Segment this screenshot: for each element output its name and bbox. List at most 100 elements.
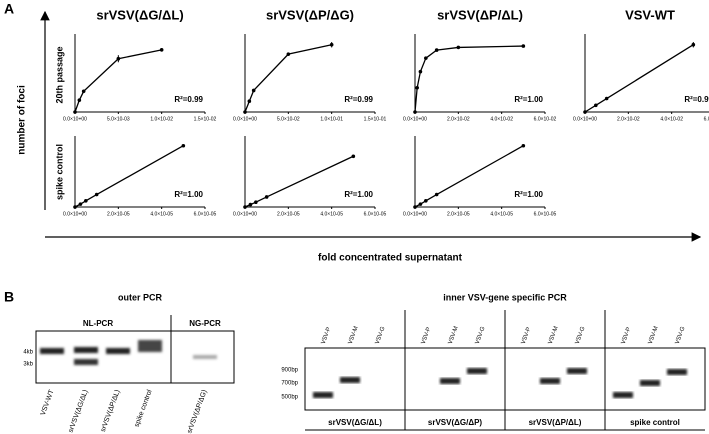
- gel-band: [106, 348, 130, 354]
- gel-band: [74, 347, 98, 353]
- gel-band: [567, 368, 587, 374]
- x-tick-label: 0.0×10+00: [63, 116, 87, 122]
- lane-label: VSV-G: [375, 326, 387, 346]
- marker-label: 500bp: [281, 395, 298, 401]
- point: [159, 48, 164, 52]
- lane-label: VSV-M: [448, 326, 460, 346]
- point: [264, 195, 269, 199]
- x-tick-label: 1.0×10-01: [320, 116, 343, 122]
- x-tick-label: 0.0×10+00: [403, 116, 427, 122]
- x-tick-label: 2.0×10-05: [107, 211, 130, 217]
- x-tick-label: 1.0×10-02: [150, 116, 173, 122]
- point: [351, 154, 356, 159]
- gel-band: [467, 368, 487, 374]
- point: [77, 98, 82, 102]
- annotation: R²=1.00: [174, 190, 203, 199]
- lane-label: VSV-P: [321, 327, 333, 346]
- point: [415, 85, 419, 90]
- x-tick-label: 4.0×10-02: [660, 116, 683, 122]
- point: [254, 200, 258, 205]
- marker-label: 900bp: [281, 368, 298, 374]
- gel-group: srVSV(ΔG/ΔP): [428, 418, 483, 427]
- point: [456, 45, 461, 50]
- x-tick-label: 2.0×10-02: [447, 116, 470, 122]
- point: [84, 198, 88, 203]
- x-tick-label: 1.5×10-02: [194, 116, 217, 122]
- marker-label: 700bp: [281, 381, 298, 387]
- lane-label: spike control: [134, 389, 154, 429]
- x-tick-label: 4.0×10-05: [490, 211, 513, 217]
- annotation: R²=0.99: [174, 95, 203, 104]
- x-tick-label: 1.5×10-01: [364, 116, 387, 122]
- gel-group: srVSV(ΔP/ΔL): [529, 418, 582, 427]
- x-tick-label: 0.0×10+00: [233, 116, 257, 122]
- gel-group: srVSV(ΔG/ΔL): [328, 418, 382, 427]
- lane-label: VSV-M: [348, 326, 360, 346]
- gel-group: NG-PCR: [189, 319, 221, 328]
- lane-label: srVSV(ΔG/ΔL): [68, 389, 90, 434]
- curve: [414, 145, 524, 208]
- point: [594, 103, 598, 108]
- x-tick-label: 6.0×10-05: [534, 211, 557, 217]
- x-tick-label: 6.0×10-05: [364, 211, 387, 217]
- x-tick-label: 0.0×10+00: [63, 211, 87, 217]
- x-axis-label: fold concentrated supernatant: [318, 253, 463, 264]
- gel-band: [540, 378, 560, 384]
- gel-band: [667, 369, 687, 375]
- point: [329, 42, 334, 47]
- lane-label: VSV-M: [648, 326, 660, 346]
- gel-band: [40, 348, 64, 354]
- lane-label: VSV-P: [421, 327, 433, 346]
- x-tick-label: 6.0×10-02: [534, 116, 557, 122]
- x-tick-label: 0.0×10+00: [573, 116, 597, 122]
- x-tick-label: 0.0×10+00: [233, 211, 257, 217]
- point: [181, 143, 186, 148]
- point: [413, 205, 417, 209]
- marker-label: 3kb: [23, 362, 33, 368]
- point: [248, 202, 253, 207]
- x-tick-label: 4.0×10-05: [320, 211, 343, 217]
- x-tick-label: 4.0×10-02: [490, 116, 513, 122]
- lane-label: VSV-M: [548, 326, 560, 346]
- point: [691, 42, 696, 47]
- gel-band: [193, 355, 217, 359]
- x-tick-label: 6.0×10-05: [194, 211, 217, 217]
- curve: [584, 44, 694, 113]
- chart-title: srVSV(ΔP/ΔL): [437, 7, 523, 22]
- point: [73, 110, 77, 114]
- x-tick-label: 5.0×10-03: [107, 116, 130, 122]
- x-tick-label: 2.0×10-05: [277, 211, 300, 217]
- gel-band: [613, 392, 633, 398]
- point: [434, 48, 439, 52]
- gel-band: [138, 340, 162, 352]
- y-axis-label: number of foci: [17, 85, 28, 155]
- point: [604, 96, 609, 101]
- marker-label: 4kb: [23, 350, 33, 356]
- gel-title: outer PCR: [118, 292, 163, 302]
- x-tick-label: 4.0×10-05: [150, 211, 173, 217]
- point: [251, 88, 256, 93]
- gel-band: [440, 378, 460, 384]
- gel-group: spike control: [630, 418, 680, 427]
- annotation: R²=1.00: [514, 95, 543, 104]
- gel-band: [313, 392, 333, 398]
- panel-label: B: [4, 289, 14, 305]
- point: [434, 192, 439, 197]
- lane-label: srVSV(ΔP/ΔL): [100, 389, 122, 433]
- x-tick-label: 2.0×10-02: [617, 116, 640, 122]
- lane-label: VSV-G: [675, 326, 687, 346]
- point: [247, 99, 252, 104]
- lane-label: VSV-G: [575, 326, 587, 346]
- x-tick-label: 6.0×10-02: [704, 116, 709, 122]
- point: [521, 143, 526, 148]
- point: [424, 198, 428, 203]
- point: [413, 110, 417, 114]
- annotation: R²=1.00: [344, 190, 373, 199]
- chart-title: srVSV(ΔP/ΔG): [266, 7, 354, 22]
- lane-label: VSV-WT: [40, 388, 56, 416]
- annotation: R²=1.00: [514, 190, 543, 199]
- point: [78, 202, 83, 206]
- gel-band: [74, 359, 98, 365]
- lane-label: srVSV(ΔP/ΔG): [186, 389, 208, 434]
